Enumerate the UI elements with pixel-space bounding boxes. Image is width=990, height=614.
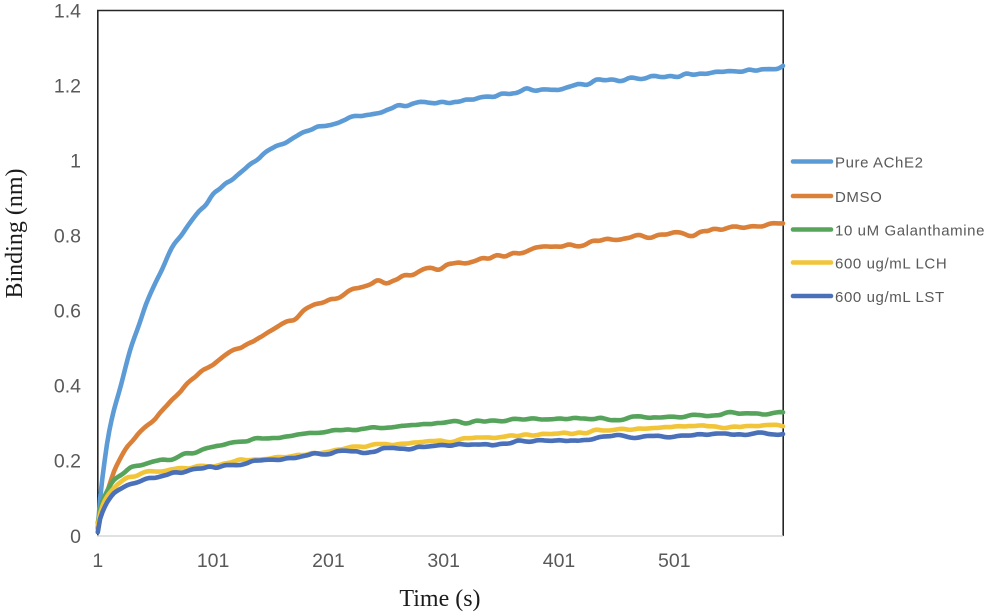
svg-text:401: 401	[543, 550, 576, 572]
svg-text:0.6: 0.6	[54, 301, 81, 323]
svg-text:0: 0	[70, 526, 81, 548]
svg-text:Time (s): Time (s)	[399, 586, 480, 612]
svg-text:301: 301	[427, 550, 460, 572]
svg-text:600 ug/mL LST: 600 ug/mL LST	[835, 289, 945, 306]
svg-text:1: 1	[70, 151, 81, 173]
svg-text:501: 501	[658, 550, 691, 572]
svg-text:0.4: 0.4	[54, 376, 81, 398]
svg-text:0.8: 0.8	[54, 226, 81, 248]
svg-text:Pure AChE2: Pure AChE2	[835, 155, 924, 172]
svg-text:600 ug/mL LCH: 600 ug/mL LCH	[835, 256, 947, 273]
svg-text:1.4: 1.4	[54, 0, 81, 22]
svg-text:1.2: 1.2	[54, 75, 81, 97]
svg-text:Binding (nm): Binding (nm)	[2, 169, 28, 299]
svg-text:1: 1	[92, 550, 103, 572]
svg-text:0.2: 0.2	[54, 451, 81, 473]
svg-text:10 uM Galanthamine: 10 uM Galanthamine	[835, 223, 985, 240]
svg-text:101: 101	[197, 550, 230, 572]
svg-text:201: 201	[312, 550, 345, 572]
svg-text:DMSO: DMSO	[835, 189, 882, 206]
